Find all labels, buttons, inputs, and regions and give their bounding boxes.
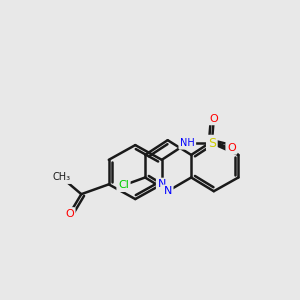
Text: CH₃: CH₃	[52, 172, 71, 182]
Text: O: O	[227, 143, 236, 153]
Text: S: S	[208, 136, 216, 150]
Text: NH: NH	[180, 138, 195, 148]
Text: O: O	[65, 209, 74, 219]
Text: N: N	[164, 186, 172, 196]
Text: N: N	[158, 179, 166, 189]
Text: O: O	[209, 114, 218, 124]
Text: Cl: Cl	[118, 180, 129, 190]
